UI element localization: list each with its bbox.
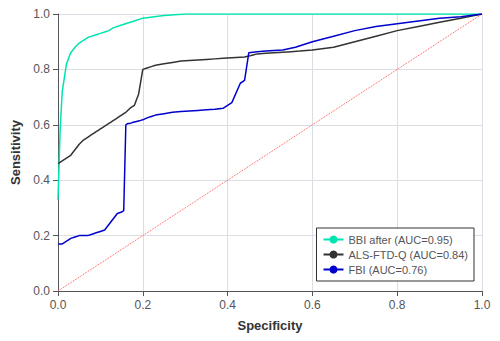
svg-text:0.0: 0.0 <box>33 284 50 298</box>
svg-text:0.2: 0.2 <box>134 298 151 312</box>
svg-text:Specificity: Specificity <box>237 318 303 333</box>
svg-text:FBI (AUC=0.76): FBI (AUC=0.76) <box>349 264 428 276</box>
svg-text:0.6: 0.6 <box>304 298 321 312</box>
svg-text:0.6: 0.6 <box>33 118 50 132</box>
svg-text:0.8: 0.8 <box>389 298 406 312</box>
svg-text:0.2: 0.2 <box>33 229 50 243</box>
svg-text:ALS-FTD-Q (AUC=0.84): ALS-FTD-Q (AUC=0.84) <box>349 249 469 261</box>
svg-text:BBI after (AUC=0.95): BBI after (AUC=0.95) <box>349 234 453 246</box>
svg-text:Sensitivity: Sensitivity <box>8 119 23 185</box>
svg-text:0.8: 0.8 <box>33 62 50 76</box>
svg-text:0.4: 0.4 <box>219 298 236 312</box>
svg-text:1.0: 1.0 <box>33 7 50 21</box>
svg-text:0.0: 0.0 <box>50 298 67 312</box>
svg-text:1.0: 1.0 <box>474 298 491 312</box>
svg-text:0.4: 0.4 <box>33 173 50 187</box>
